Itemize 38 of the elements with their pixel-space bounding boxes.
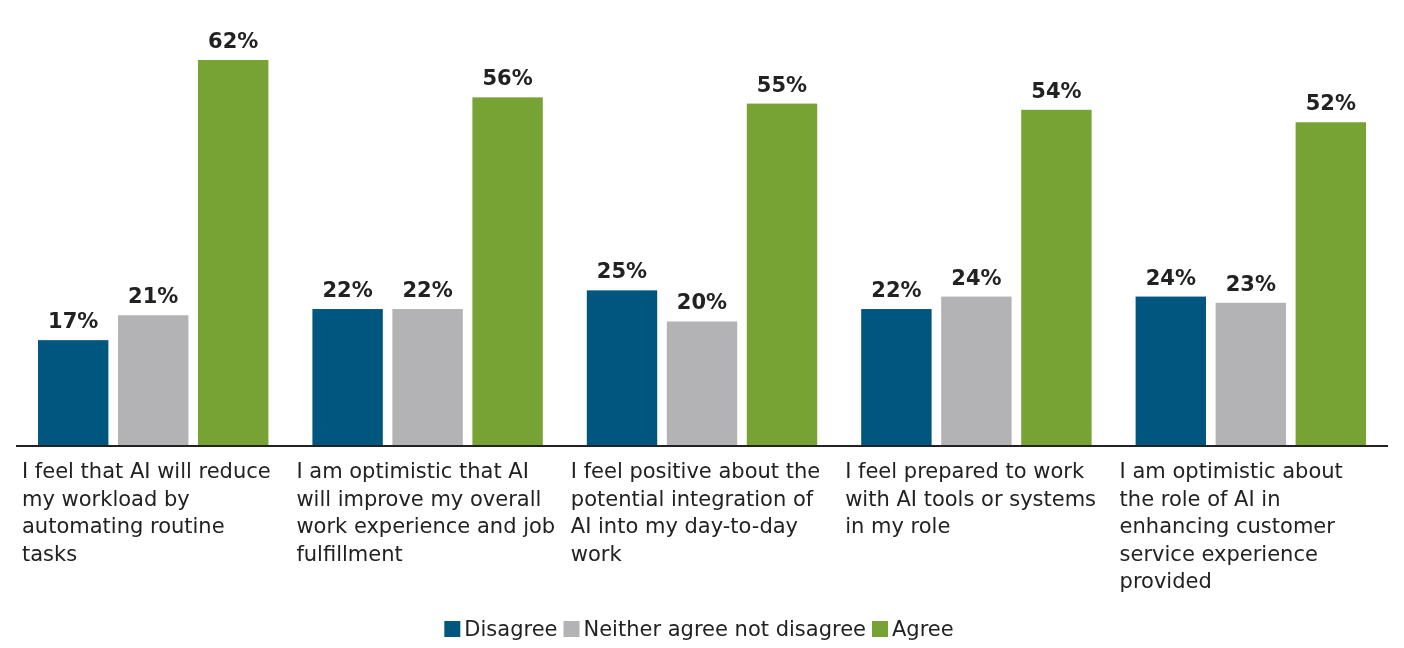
x-tick-label: I am optimistic about the role of AI in enhancing customer service experience provided [1119, 459, 1343, 593]
data-label: 55% [756, 72, 808, 97]
x-tick-label: I feel that AI will reduce my workload by automating routine tasks [22, 459, 271, 566]
bar [1135, 296, 1206, 446]
bar [198, 60, 269, 446]
bar [941, 296, 1012, 446]
data-label: 25% [596, 259, 648, 284]
legend-label: Neither agree not disagree [583, 617, 866, 641]
bar [1215, 302, 1286, 446]
data-label: 21% [128, 284, 179, 309]
data-label: 20% [676, 290, 728, 315]
bar [118, 315, 189, 446]
data-label: 22% [402, 278, 453, 303]
bar [38, 340, 109, 446]
x-tick-label: I feel prepared to work with AI tools or systems in my role [845, 459, 1097, 538]
x-tick-label: I feel positive about the potential integration of AI into my day-to-day work [570, 459, 821, 566]
bar [1295, 122, 1366, 446]
bar [586, 290, 658, 446]
data-label: 62% [208, 29, 259, 53]
data-label: 56% [482, 66, 533, 91]
bar [666, 321, 738, 446]
bar [472, 97, 543, 446]
data-label: 22% [871, 278, 922, 303]
data-label: 54% [1031, 78, 1082, 103]
data-label: 24% [1145, 265, 1196, 290]
data-label: 22% [322, 278, 373, 303]
legend-label: Disagree [464, 617, 558, 641]
data-label: 17% [48, 309, 99, 334]
data-label: 52% [1305, 91, 1356, 116]
legend-label: Agree [891, 617, 954, 641]
bar [312, 309, 383, 446]
data-label: 24% [951, 265, 1002, 290]
bar [746, 103, 818, 446]
bar [392, 309, 463, 446]
bar [1021, 109, 1092, 446]
bar [861, 309, 932, 446]
x-tick-label: I am optimistic that AI will improve my overall work experience and job fulfillment [296, 459, 556, 566]
data-label: 23% [1225, 271, 1276, 296]
